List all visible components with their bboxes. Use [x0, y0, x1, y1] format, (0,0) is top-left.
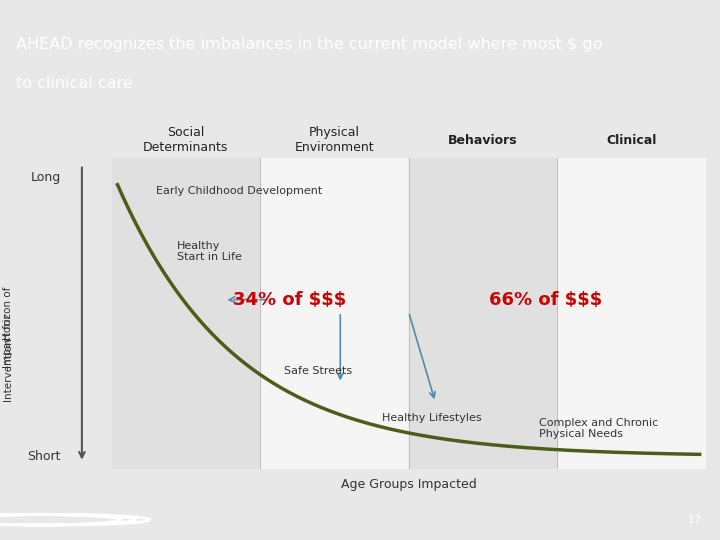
Text: Physical
Environment: Physical Environment [294, 126, 374, 154]
Text: Early Childhood Development: Early Childhood Development [156, 186, 323, 196]
Text: Short: Short [27, 450, 61, 463]
Bar [409, 158, 557, 469]
Text: Healthy Lifestyles: Healthy Lifestyles [382, 413, 482, 423]
Text: Age Groups Impacted: Age Groups Impacted [341, 478, 477, 491]
Text: Complex and Chronic
Physical Needs: Complex and Chronic Physical Needs [539, 417, 659, 439]
Text: Healthy
Start in Life: Healthy Start in Life [177, 241, 242, 262]
Text: Social
Determinants: Social Determinants [143, 126, 228, 154]
Text: Intervention: Intervention [3, 338, 13, 401]
Text: 34% of $$$: 34% of $$$ [233, 291, 346, 309]
Text: Safe Streets: Safe Streets [284, 366, 352, 376]
Text: to clinical care: to clinical care [16, 76, 132, 91]
Text: Behaviors: Behaviors [448, 134, 518, 147]
Text: Long: Long [31, 171, 61, 184]
Bar [112, 158, 260, 469]
Text: AHEAD recognizes the imbalances in the current model where most $ go: AHEAD recognizes the imbalances in the c… [16, 37, 602, 52]
Text: Horizon of: Horizon of [3, 287, 13, 340]
Text: 66% of $$$: 66% of $$$ [489, 291, 602, 309]
Text: 17: 17 [688, 515, 702, 525]
Text: Impact for: Impact for [3, 315, 13, 368]
Text: Clinical: Clinical [606, 134, 657, 147]
Bar [260, 158, 409, 469]
Bar [557, 158, 706, 469]
